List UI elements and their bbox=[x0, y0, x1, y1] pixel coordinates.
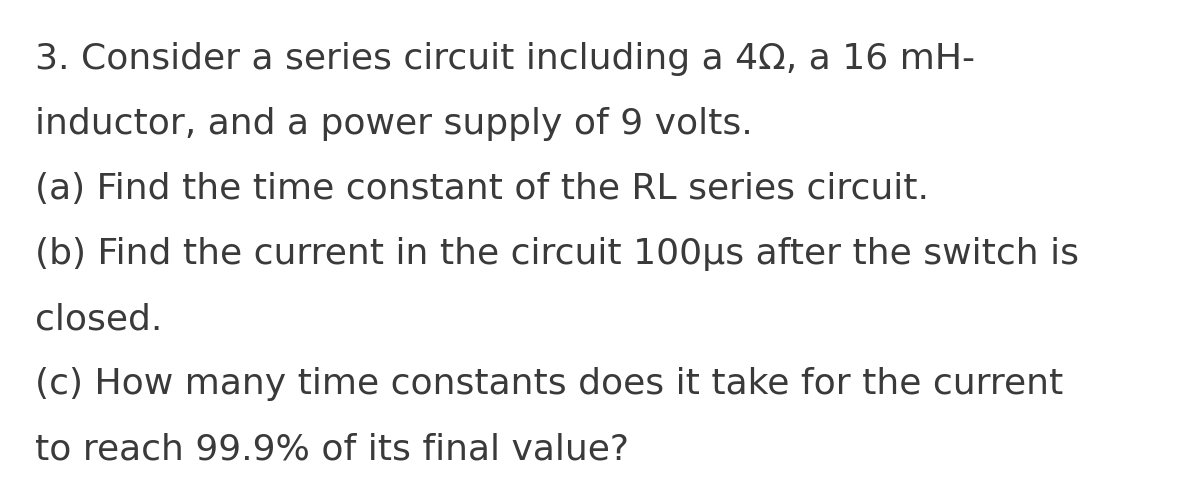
Text: (a) Find the time constant of the RL series circuit.: (a) Find the time constant of the RL ser… bbox=[35, 172, 929, 206]
Text: 3. Consider a series circuit including a 4Ω, a 16 mH-: 3. Consider a series circuit including a… bbox=[35, 42, 974, 76]
Text: closed.: closed. bbox=[35, 302, 162, 336]
Text: to reach 99.9% of its final value?: to reach 99.9% of its final value? bbox=[35, 432, 629, 466]
Text: inductor, and a power supply of 9 volts.: inductor, and a power supply of 9 volts. bbox=[35, 107, 752, 141]
Text: (b) Find the current in the circuit 100μs after the switch is: (b) Find the current in the circuit 100μ… bbox=[35, 237, 1079, 271]
Text: (c) How many time constants does it take for the current: (c) How many time constants does it take… bbox=[35, 367, 1063, 401]
